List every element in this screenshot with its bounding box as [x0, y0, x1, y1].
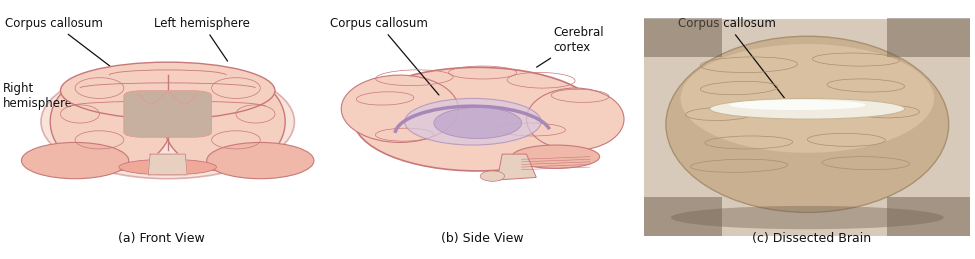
Ellipse shape — [681, 44, 934, 153]
Polygon shape — [497, 154, 536, 180]
FancyBboxPatch shape — [124, 91, 212, 137]
FancyBboxPatch shape — [887, 197, 970, 236]
Ellipse shape — [50, 73, 172, 171]
Text: Left hemisphere: Left hemisphere — [154, 17, 250, 61]
Ellipse shape — [526, 88, 624, 150]
FancyBboxPatch shape — [887, 18, 970, 57]
Ellipse shape — [207, 142, 314, 179]
Ellipse shape — [666, 36, 949, 212]
Polygon shape — [148, 154, 187, 175]
Ellipse shape — [21, 142, 129, 179]
Ellipse shape — [41, 65, 294, 179]
Ellipse shape — [512, 145, 600, 168]
Ellipse shape — [671, 206, 944, 229]
FancyBboxPatch shape — [644, 19, 970, 236]
Ellipse shape — [710, 98, 905, 119]
Text: Corpus callosum: Corpus callosum — [5, 17, 152, 98]
Ellipse shape — [729, 100, 866, 110]
Ellipse shape — [163, 73, 285, 171]
Text: (b) Side View: (b) Side View — [442, 232, 524, 245]
Text: (c) Dissected Brain: (c) Dissected Brain — [752, 232, 871, 245]
Text: Cerebral
cortex: Cerebral cortex — [536, 26, 604, 67]
Ellipse shape — [480, 171, 505, 181]
Ellipse shape — [434, 107, 522, 139]
FancyBboxPatch shape — [644, 197, 722, 236]
FancyBboxPatch shape — [644, 18, 722, 57]
Ellipse shape — [341, 75, 458, 142]
Text: Right
hemisphere: Right hemisphere — [3, 82, 93, 110]
Text: Corpus callosum: Corpus callosum — [330, 17, 439, 95]
Ellipse shape — [353, 67, 603, 171]
Text: (a) Front View: (a) Front View — [118, 232, 204, 245]
Text: Corpus callosum: Corpus callosum — [678, 17, 788, 103]
Ellipse shape — [60, 62, 275, 119]
Ellipse shape — [405, 98, 541, 145]
Ellipse shape — [119, 159, 216, 175]
